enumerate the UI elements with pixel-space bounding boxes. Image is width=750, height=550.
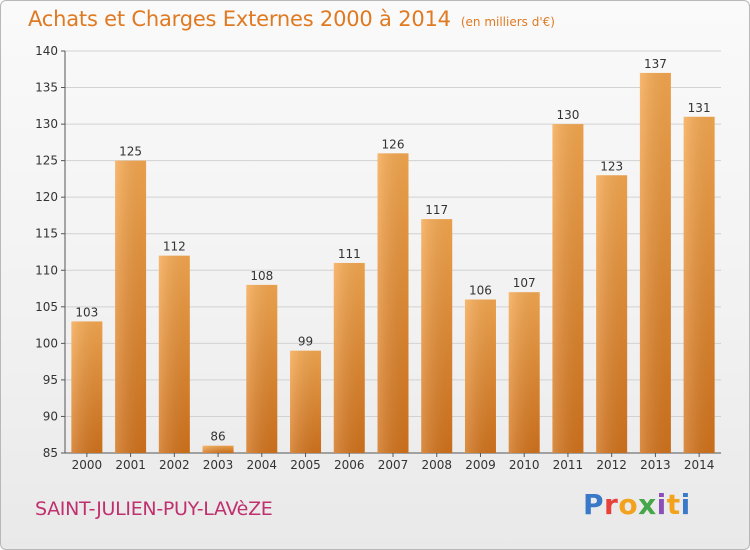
logo-letter: o bbox=[618, 488, 639, 521]
data-label: 107 bbox=[513, 276, 536, 290]
x-tick-label: 2003 bbox=[203, 458, 234, 472]
bar-shade bbox=[596, 175, 628, 453]
bar-shade bbox=[290, 350, 322, 453]
y-tick-label: 130 bbox=[35, 117, 58, 131]
y-tick-label: 85 bbox=[43, 446, 58, 460]
data-label: 108 bbox=[250, 269, 273, 283]
data-label: 86 bbox=[210, 430, 225, 444]
y-tick-label: 90 bbox=[43, 409, 58, 423]
data-label: 123 bbox=[600, 159, 623, 173]
bar-shade bbox=[158, 255, 190, 453]
x-tick-label: 2008 bbox=[421, 458, 452, 472]
proxiti-logo: Proxiti bbox=[583, 488, 691, 521]
commune-name: SAINT-JULIEN-PUY-LAVèZE bbox=[35, 498, 273, 520]
logo-letter: x bbox=[638, 488, 657, 521]
y-tick-label: 95 bbox=[43, 373, 58, 387]
y-tick-label: 120 bbox=[35, 190, 58, 204]
data-label: 99 bbox=[298, 335, 313, 349]
data-label: 117 bbox=[425, 203, 448, 217]
x-tick-label: 2002 bbox=[159, 458, 190, 472]
y-tick-label: 135 bbox=[35, 81, 58, 95]
chart-title: Achats et Charges Externes 2000 à 2014 (e… bbox=[28, 7, 555, 31]
x-tick-label: 2004 bbox=[247, 458, 278, 472]
data-label: 111 bbox=[338, 247, 361, 261]
x-tick-label: 2005 bbox=[290, 458, 321, 472]
x-tick-label: 2001 bbox=[115, 458, 146, 472]
data-label: 131 bbox=[688, 101, 711, 115]
bar-shade bbox=[421, 219, 453, 453]
bar-shade bbox=[683, 116, 715, 454]
logo-letter: t bbox=[666, 488, 681, 521]
x-tick-label: 2010 bbox=[509, 458, 540, 472]
bar-shade bbox=[333, 262, 365, 453]
x-tick-label: 2006 bbox=[334, 458, 365, 472]
logo-letter: P bbox=[583, 488, 605, 521]
data-label: 106 bbox=[469, 284, 492, 298]
bar-shade bbox=[246, 284, 278, 453]
x-tick-label: 2013 bbox=[640, 458, 671, 472]
data-label: 130 bbox=[556, 108, 579, 122]
bar-shade bbox=[377, 153, 409, 453]
bar-shade bbox=[464, 299, 496, 453]
x-tick-label: 2000 bbox=[72, 458, 103, 472]
x-tick-label: 2014 bbox=[684, 458, 715, 472]
logo-letter: i bbox=[680, 488, 691, 521]
bar-shade bbox=[508, 292, 540, 453]
y-tick-label: 115 bbox=[35, 227, 58, 241]
chart-unit: (en milliers d'€) bbox=[460, 15, 555, 29]
bar-shade bbox=[71, 321, 103, 453]
data-label: 112 bbox=[163, 240, 186, 254]
y-tick-label: 110 bbox=[35, 263, 58, 277]
data-label: 103 bbox=[75, 305, 98, 319]
data-label: 137 bbox=[644, 57, 667, 71]
x-tick-label: 2009 bbox=[465, 458, 496, 472]
x-tick-label: 2011 bbox=[553, 458, 584, 472]
data-label: 126 bbox=[382, 137, 405, 151]
logo-letter: r bbox=[604, 488, 619, 521]
x-tick-label: 2007 bbox=[378, 458, 409, 472]
bar-shade bbox=[202, 445, 234, 453]
logo-letter: i bbox=[656, 488, 667, 521]
y-tick-label: 125 bbox=[35, 154, 58, 168]
bar-shade bbox=[115, 160, 147, 454]
bar-shade bbox=[639, 72, 671, 453]
x-tick-label: 2012 bbox=[596, 458, 627, 472]
chart-title-text: Achats et Charges Externes 2000 à 2014 bbox=[28, 7, 451, 31]
y-tick-label: 105 bbox=[35, 300, 58, 314]
y-tick-label: 140 bbox=[35, 44, 58, 58]
y-tick-label: 100 bbox=[35, 336, 58, 350]
data-label: 125 bbox=[119, 145, 142, 159]
bar-shade bbox=[552, 124, 584, 453]
